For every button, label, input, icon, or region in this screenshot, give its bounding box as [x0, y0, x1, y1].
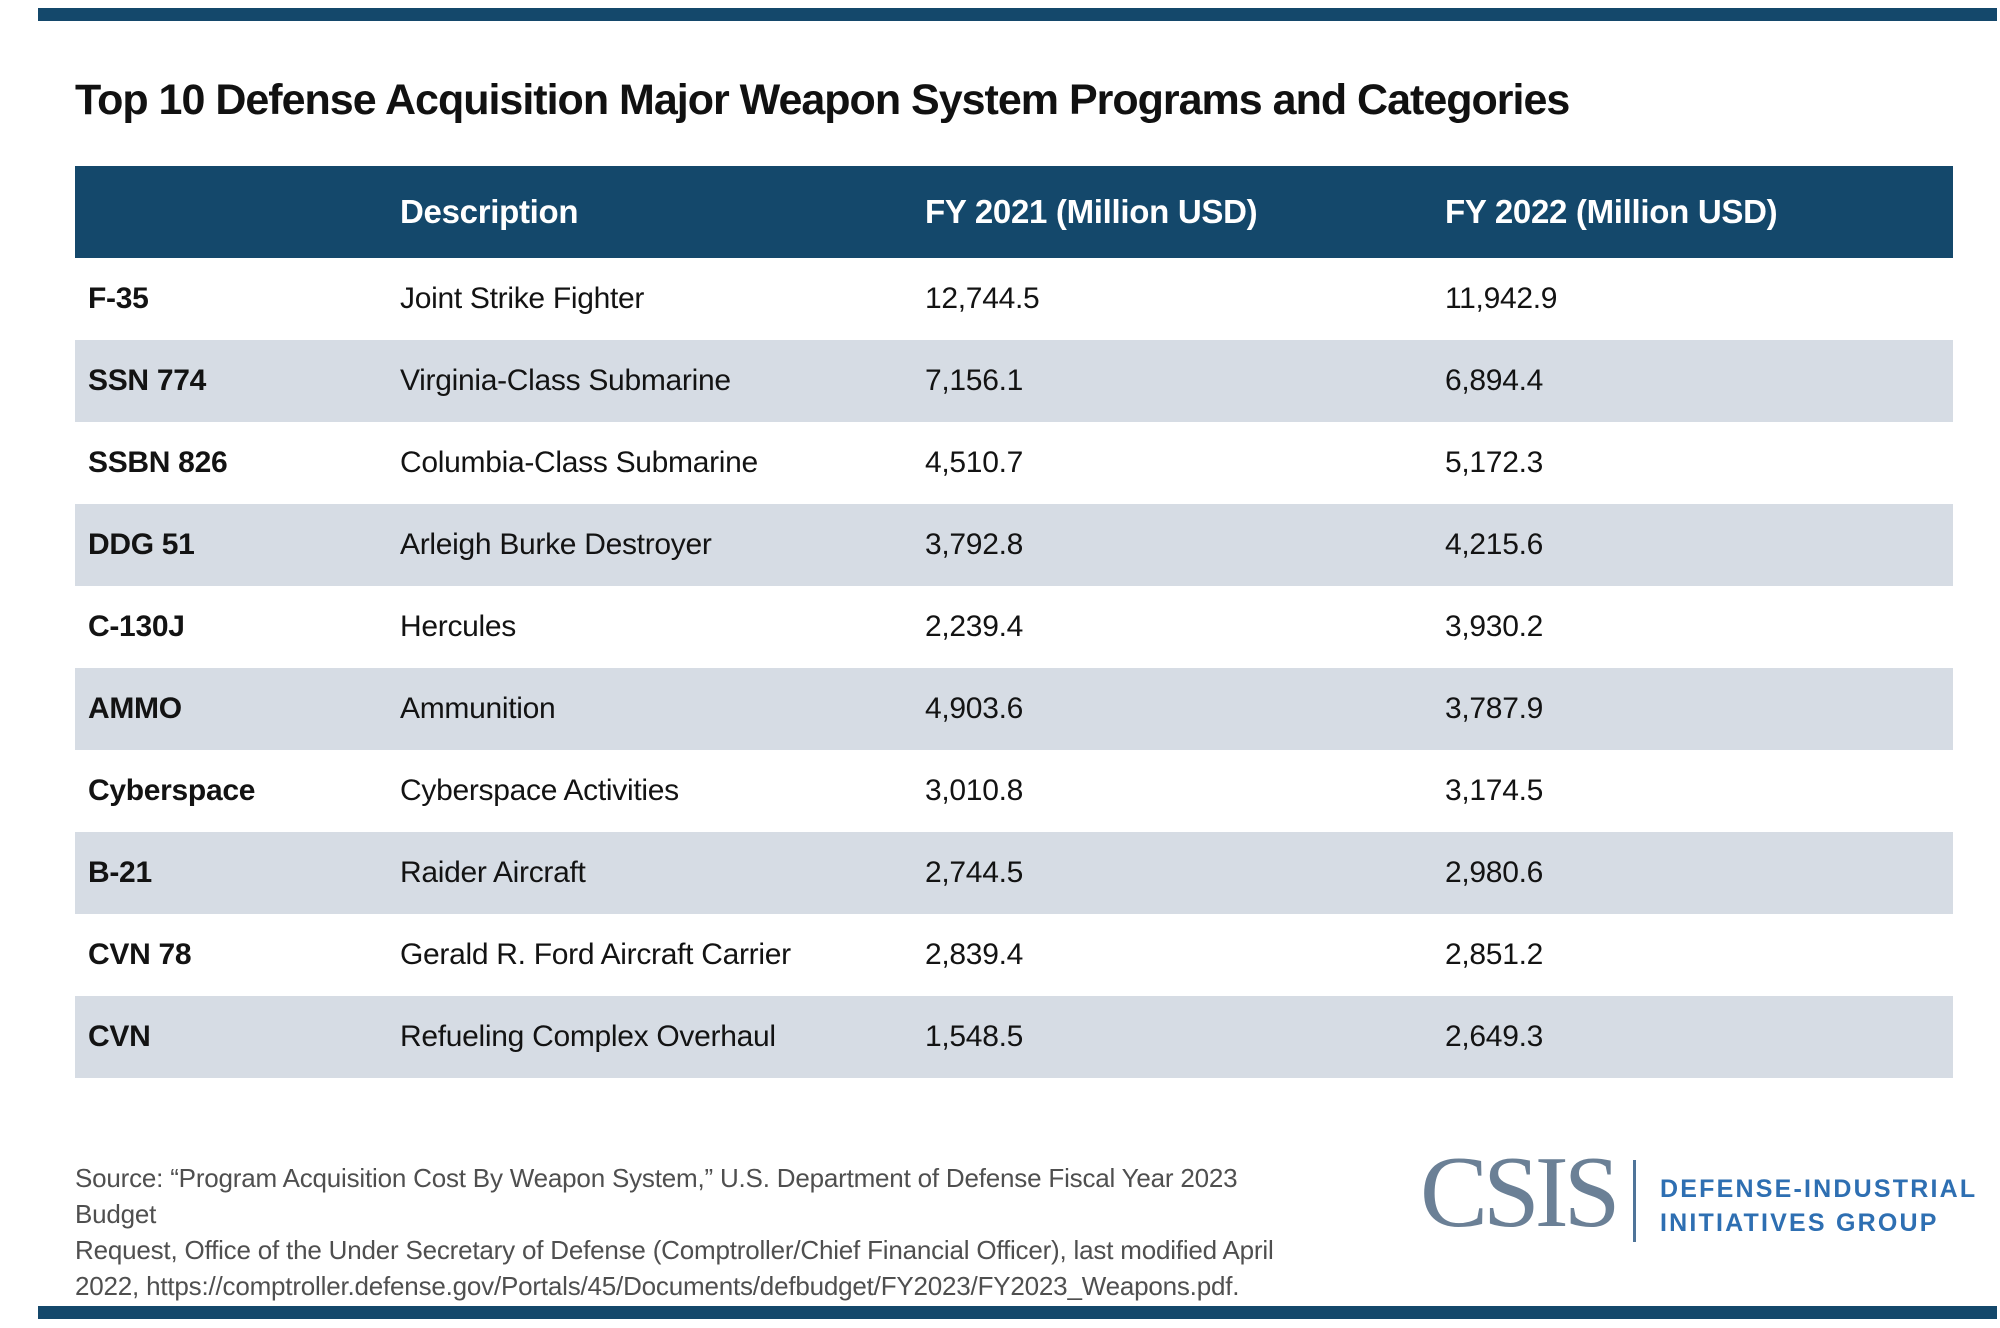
source-line-1: Source: “Program Acquisition Cost By Wea…: [75, 1163, 1238, 1229]
fy2021-cell: 3,792.8: [925, 528, 1023, 561]
program-cell: CVN 78: [88, 938, 192, 971]
table-row: AMMO Ammunition 4,903.6 3,787.9: [75, 668, 1953, 750]
csis-logo: CSIS DEFENSE-INDUSTRIAL INITIATIVES GROU…: [1420, 1130, 1980, 1270]
table-row: B-21 Raider Aircraft 2,744.5 2,980.6: [75, 832, 1953, 914]
description-cell: Raider Aircraft: [400, 856, 586, 889]
source-line-2: Request, Office of the Under Secretary o…: [75, 1235, 1274, 1265]
program-cell: B-21: [88, 856, 152, 889]
program-cell: AMMO: [88, 692, 182, 725]
description-cell: Gerald R. Ford Aircraft Carrier: [400, 938, 791, 971]
table-row: DDG 51 Arleigh Burke Destroyer 3,792.8 4…: [75, 504, 1953, 586]
header-fy2021: FY 2021 (Million USD): [925, 193, 1258, 230]
description-cell: Joint Strike Fighter: [400, 282, 645, 315]
csis-wordmark: CSIS: [1420, 1136, 1620, 1249]
logo-group-line1: DEFENSE-INDUSTRIAL: [1660, 1175, 1978, 1203]
program-cell: SSBN 826: [88, 446, 228, 479]
fy2021-cell: 1,548.5: [925, 1020, 1023, 1053]
table-row: CVN Refueling Complex Overhaul 1,548.5 2…: [75, 996, 1953, 1078]
program-cell: DDG 51: [88, 528, 195, 561]
programs-table: Description FY 2021 (Million USD) FY 202…: [75, 166, 1953, 1078]
logo-divider: [1633, 1160, 1636, 1242]
description-cell: Arleigh Burke Destroyer: [400, 528, 712, 561]
fy2021-cell: 3,010.8: [925, 774, 1023, 807]
fy2022-cell: 3,930.2: [1445, 610, 1543, 643]
page-title: Top 10 Defense Acquisition Major Weapon …: [75, 76, 1570, 124]
table-row: F-35 Joint Strike Fighter 12,744.5 11,94…: [75, 258, 1953, 340]
top-rule: [38, 8, 1997, 21]
program-cell: F-35: [88, 282, 149, 315]
table-header: Description FY 2021 (Million USD) FY 202…: [75, 166, 1953, 258]
description-cell: Columbia-Class Submarine: [400, 446, 758, 479]
logo-group-line2: INITIATIVES GROUP: [1660, 1209, 1939, 1237]
fy2021-cell: 2,239.4: [925, 610, 1023, 643]
bottom-rule: [38, 1306, 1997, 1319]
description-cell: Ammunition: [400, 692, 556, 725]
table-row: SSN 774 Virginia-Class Submarine 7,156.1…: [75, 340, 1953, 422]
fy2022-cell: 3,174.5: [1445, 774, 1543, 807]
header-description: Description: [400, 193, 579, 230]
source-line-3: 2022, https://comptroller.defense.gov/Po…: [75, 1271, 1240, 1301]
program-cell: SSN 774: [88, 364, 206, 397]
fy2021-cell: 12,744.5: [925, 282, 1040, 315]
source-note: Source: “Program Acquisition Cost By Wea…: [75, 1160, 1295, 1304]
fy2021-cell: 4,903.6: [925, 692, 1023, 725]
program-cell: CVN: [88, 1020, 151, 1053]
table-row: SSBN 826 Columbia-Class Submarine 4,510.…: [75, 422, 1953, 504]
fy2021-cell: 7,156.1: [925, 364, 1023, 397]
fy2022-cell: 5,172.3: [1445, 446, 1543, 479]
table-row: C-130J Hercules 2,239.4 3,930.2: [75, 586, 1953, 668]
fy2022-cell: 6,894.4: [1445, 364, 1543, 397]
table-row: Cyberspace Cyberspace Activities 3,010.8…: [75, 750, 1953, 832]
fy2022-cell: 2,649.3: [1445, 1020, 1543, 1053]
description-cell: Cyberspace Activities: [400, 774, 679, 807]
fy2021-cell: 2,839.4: [925, 938, 1023, 971]
fy2021-cell: 2,744.5: [925, 856, 1023, 889]
fy2022-cell: 11,942.9: [1445, 282, 1558, 315]
fy2022-cell: 3,787.9: [1445, 692, 1543, 725]
description-cell: Hercules: [400, 610, 516, 643]
fy2022-cell: 2,980.6: [1445, 856, 1543, 889]
program-cell: C-130J: [88, 610, 185, 643]
fy2022-cell: 4,215.6: [1445, 528, 1543, 561]
description-cell: Virginia-Class Submarine: [400, 364, 731, 397]
fy2021-cell: 4,510.7: [925, 446, 1023, 479]
fy2022-cell: 2,851.2: [1445, 938, 1543, 971]
header-fy2022: FY 2022 (Million USD): [1445, 193, 1778, 230]
table-row: CVN 78 Gerald R. Ford Aircraft Carrier 2…: [75, 914, 1953, 996]
program-cell: Cyberspace: [88, 774, 256, 807]
logo-group-name: DEFENSE-INDUSTRIAL INITIATIVES GROUP: [1660, 1172, 1977, 1240]
description-cell: Refueling Complex Overhaul: [400, 1020, 776, 1053]
